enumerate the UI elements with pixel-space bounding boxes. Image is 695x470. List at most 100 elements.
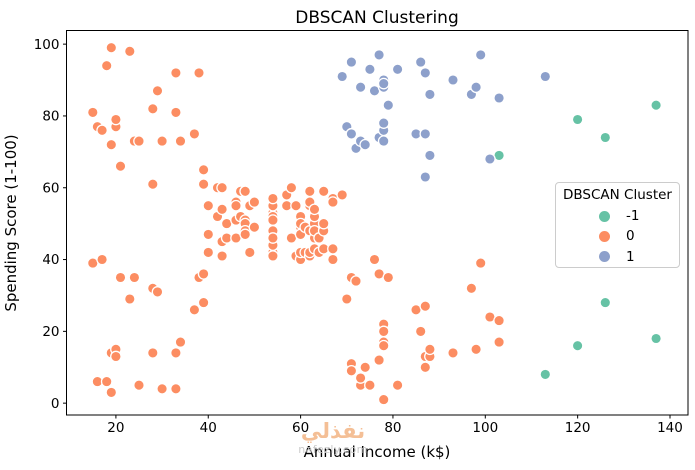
x-tick-label: 140: [657, 420, 683, 436]
y-tick-label: 60: [42, 180, 59, 196]
data-point-cluster-0: [96, 253, 108, 266]
data-point-cluster-0: [146, 178, 159, 191]
data-point-cluster-1: [484, 153, 496, 165]
data-point-cluster-0: [202, 246, 215, 259]
data-point-cluster-0: [419, 361, 432, 374]
x-tick-label: 40: [200, 420, 217, 436]
data-point-cluster-0: [133, 379, 145, 392]
x-tick-label: 20: [107, 420, 124, 436]
y-tick-label: 80: [42, 109, 59, 125]
data-point-cluster-1: [354, 81, 367, 94]
data-point-cluster-0: [345, 364, 358, 377]
data-point-cluster-0: [285, 181, 298, 194]
data-point-cluster-0: [382, 271, 395, 284]
x-tick-label: 100: [472, 420, 498, 436]
legend-label-noise: -1: [626, 208, 640, 225]
y-tick-label: 40: [42, 252, 59, 268]
data-point-cluster-0: [377, 325, 390, 338]
data-point-cluster-0: [424, 343, 436, 356]
data-point-cluster-0: [96, 124, 108, 137]
data-point-cluster-0: [447, 347, 459, 359]
data-point-cluster-0: [114, 160, 127, 173]
data-point-cluster-1: [419, 128, 432, 140]
data-point-cluster-0: [105, 386, 118, 399]
data-point-cluster-1: [382, 99, 395, 112]
data-point-cluster-0: [465, 282, 478, 295]
data-point-cluster-0: [474, 257, 487, 269]
data-point-cluster-0: [170, 67, 182, 79]
x-tick-label: 80: [384, 420, 401, 436]
legend-marker-noise-icon: [599, 210, 610, 222]
data-point-cluster-0: [151, 286, 164, 298]
data-point-cluster-0: [391, 379, 404, 392]
y-tick-label: 100: [34, 37, 60, 53]
data-point-cluster-0: [216, 203, 228, 216]
data-point-cluster-0: [216, 181, 228, 194]
data-point-cluster-0: [100, 375, 113, 388]
y-tick-label: 0: [51, 396, 60, 412]
data-point-cluster-0: [377, 393, 390, 406]
legend-title: DBSCAN Cluster: [563, 187, 672, 203]
y-axis-ticks: 0 20 40 60 80 100: [34, 37, 67, 412]
data-point-cluster-0: [243, 246, 256, 259]
y-axis-label: Spending Score (1-100): [2, 134, 20, 311]
data-point-cluster-0: [114, 271, 127, 284]
data-point-cluster-1: [359, 138, 372, 151]
data-point-cluster-0: [146, 102, 159, 115]
data-point-cluster-0: [493, 314, 505, 327]
data-point-cluster-0: [202, 228, 215, 241]
legend-marker-cluster-0-icon: [599, 230, 610, 242]
data-point-cluster-0: [197, 268, 210, 280]
legend-item-cluster-1: 1: [556, 247, 679, 267]
data-point-cluster-0: [170, 106, 182, 119]
data-point-cluster-1: [391, 63, 404, 76]
data-point-cluster-0: [350, 275, 362, 287]
data-point-cluster-0: [267, 192, 279, 205]
data-point-cluster-0: [354, 372, 367, 384]
data-point-cluster-0: [239, 185, 252, 198]
data-point-cluster-0: [133, 135, 145, 147]
data-point-cluster-0: [493, 336, 505, 348]
data-point-cluster-1: [493, 92, 505, 104]
data-point-cluster-0: [364, 379, 376, 392]
chart-title: DBSCAN Clustering: [295, 8, 459, 28]
data-point-cluster-0: [197, 296, 210, 309]
data-point-cluster-0: [128, 271, 141, 284]
legend-label-cluster-1: 1: [626, 248, 635, 265]
data-point-cluster-0: [123, 45, 136, 58]
data-point-cluster--1: [599, 296, 612, 309]
data-point-cluster-0: [303, 185, 316, 198]
legend-item-noise: -1: [556, 206, 679, 226]
data-point-cluster-0: [188, 128, 201, 140]
data-point-cluster-0: [377, 339, 390, 352]
data-point-cluster-0: [359, 361, 372, 374]
data-point-cluster--1: [571, 113, 584, 126]
data-point-cluster-0: [146, 347, 159, 359]
data-point-cluster-0: [230, 199, 242, 212]
data-point-cluster-0: [156, 382, 168, 395]
data-point-cluster-1: [447, 74, 459, 86]
data-point-cluster-0: [327, 196, 339, 208]
data-point-cluster-0: [267, 214, 279, 226]
data-point-cluster-0: [327, 242, 339, 255]
data-point-cluster-0: [188, 303, 201, 316]
data-point-cluster-1: [336, 70, 349, 83]
data-point-cluster-0: [197, 163, 210, 176]
data-point-cluster-0: [368, 253, 381, 266]
data-point-cluster-0: [248, 221, 261, 234]
data-point-cluster-0: [373, 354, 385, 366]
data-point-cluster-0: [156, 135, 168, 147]
data-point-cluster-0: [105, 41, 118, 54]
data-point-cluster-1: [470, 81, 482, 94]
scatter-points-layer: [86, 41, 662, 406]
data-point-cluster-0: [470, 343, 482, 356]
data-point-cluster-0: [340, 293, 353, 305]
data-point-cluster-0: [174, 135, 187, 147]
data-point-cluster-0: [308, 203, 321, 216]
legend-box: DBSCAN Cluster -1 0 1: [555, 182, 680, 268]
data-point-cluster-0: [193, 67, 205, 79]
data-point-cluster--1: [571, 339, 584, 352]
data-point-cluster-0: [267, 232, 279, 244]
legend-item-cluster-0: 0: [556, 226, 679, 246]
